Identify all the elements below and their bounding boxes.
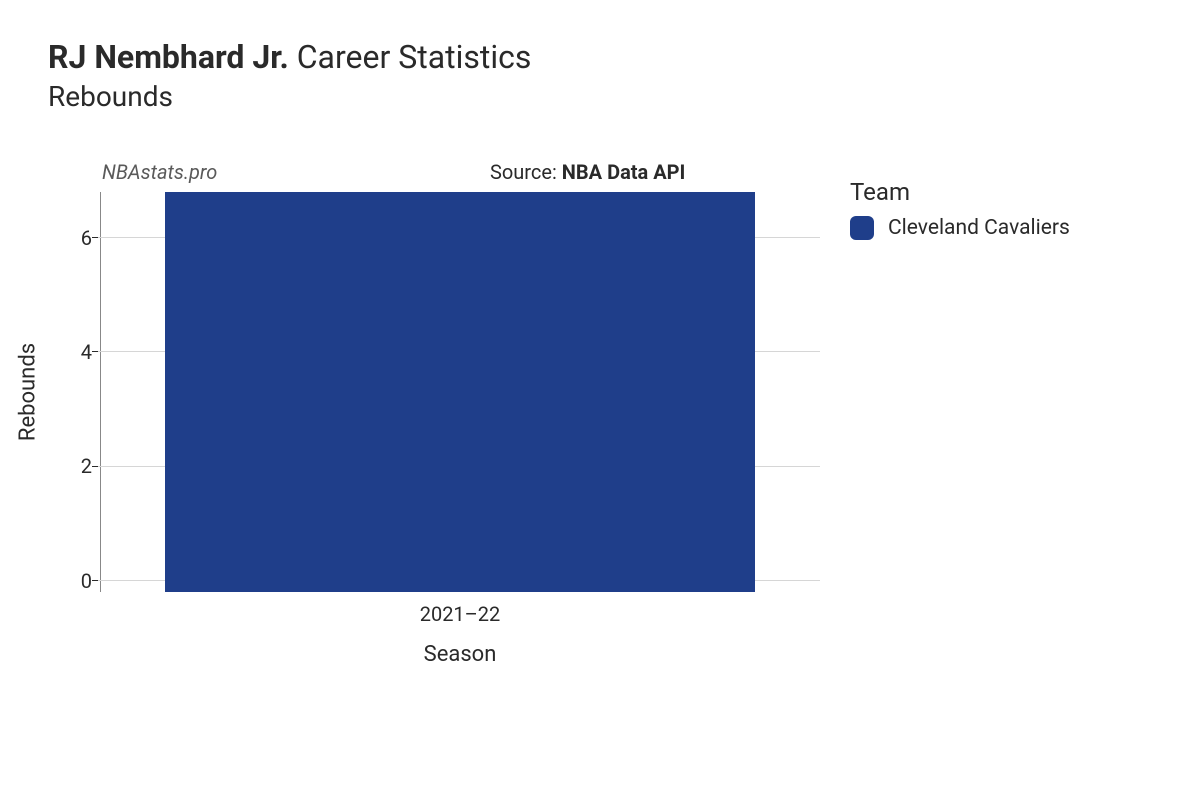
- legend-title: Team: [850, 178, 1070, 206]
- chart-plot-area: 0246 2021–22 Rebounds Season: [100, 192, 820, 592]
- legend-item: Cleveland Cavaliers: [850, 216, 1070, 240]
- legend-label: Cleveland Cavaliers: [888, 216, 1070, 240]
- y-tick-label: 2: [52, 454, 92, 478]
- player-name: RJ Nembhard Jr.: [48, 38, 289, 76]
- y-tick-label: 6: [52, 226, 92, 250]
- legend-swatch: [850, 216, 874, 240]
- source-prefix: Source:: [490, 160, 562, 184]
- source-name: NBA Data API: [562, 160, 686, 184]
- x-axis-label: Season: [424, 642, 497, 667]
- bar: [165, 192, 755, 592]
- chart-title-block: RJ Nembhard Jr. Career Statistics Reboun…: [48, 38, 531, 113]
- y-tick-label: 4: [52, 340, 92, 364]
- chart-subtitle: Rebounds: [48, 80, 531, 113]
- x-tick-label: 2021–22: [420, 602, 501, 626]
- legend: Team Cleveland Cavaliers: [850, 178, 1070, 240]
- y-tick-label: 0: [52, 569, 92, 593]
- source-attribution: Source: NBA Data API: [490, 160, 685, 184]
- y-axis-label: Rebounds: [16, 343, 41, 441]
- watermark-text: NBAstats.pro: [102, 160, 217, 184]
- title-suffix: Career Statistics: [297, 38, 532, 76]
- chart-title: RJ Nembhard Jr. Career Statistics: [48, 38, 531, 76]
- legend-items: Cleveland Cavaliers: [850, 216, 1070, 240]
- bars-container: 2021–22: [100, 192, 820, 592]
